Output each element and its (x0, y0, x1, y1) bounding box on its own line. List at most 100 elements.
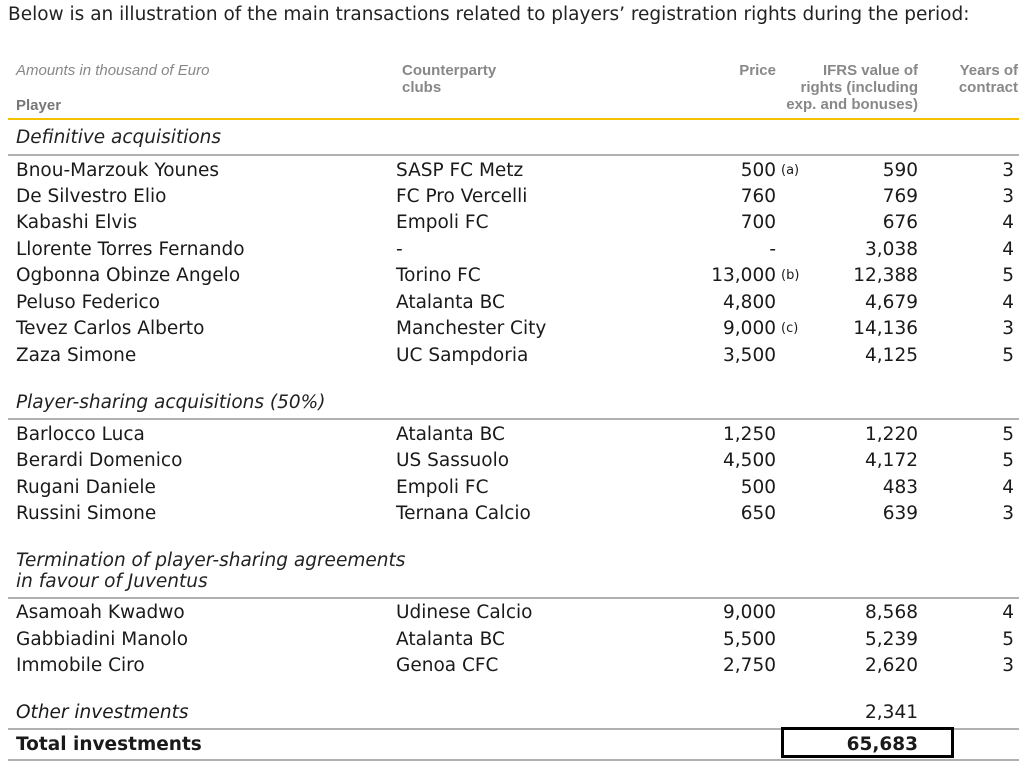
total-investments-label: Total investments (16, 734, 202, 755)
counterparty-club: - (396, 239, 403, 260)
price-value: 4,800 (723, 292, 776, 313)
counterparty-club: Empoli FC (396, 212, 489, 233)
ifrs-value: 8,568 (865, 602, 918, 623)
price-value: 9,000 (723, 318, 776, 339)
section-termination-line: in favour of Juventus (16, 571, 208, 592)
ifrs-value: 676 (882, 212, 918, 233)
counterparty-club: SASP FC Metz (396, 160, 524, 181)
contract-years: 5 (1002, 629, 1014, 650)
ifrs-value: 483 (882, 477, 918, 498)
counterparty-club: Empoli FC (396, 477, 489, 498)
counterparty-club: FC Pro Vercelli (396, 186, 528, 207)
counterparty-club: US Sassuolo (396, 450, 510, 471)
counterparty-club: Genoa CFC (396, 655, 499, 676)
player-name: Llorente Torres Fernando (16, 239, 245, 260)
section-divider (8, 418, 1019, 420)
contract-years: 5 (1002, 265, 1014, 286)
price-value: 500 (740, 160, 776, 181)
price-value: 4,500 (723, 450, 776, 471)
player-name: Barlocco Luca (16, 424, 145, 445)
player-name: Bnou-Marzouk Younes (16, 160, 220, 181)
ifrs-value: 769 (882, 186, 918, 207)
player-column-header: Player (16, 97, 62, 114)
other-investments-row: Other investments 2,341 (0, 700, 1024, 726)
other-investments-label: Other investments (16, 702, 189, 723)
contract-years: 5 (1002, 424, 1014, 445)
total-investments-row: Total investments 65,683 (0, 731, 1024, 759)
contract-years: 4 (1002, 477, 1014, 498)
years-header-line: contract (958, 79, 1018, 96)
section-divider (8, 154, 1019, 156)
counterparty-club: Ternana Calcio (396, 503, 531, 524)
price-value: 9,000 (723, 602, 776, 623)
ifrs-header-line: exp. and bonuses) (786, 96, 918, 113)
total-divider (8, 728, 1019, 730)
years-column-header: Years of contract (959, 62, 1018, 96)
counterparty-header-line: clubs (402, 79, 442, 96)
price-value: 760 (740, 186, 776, 207)
player-name: Immobile Ciro (16, 655, 145, 676)
total-investments-value: 65,683 (846, 734, 918, 755)
contract-years: 4 (1002, 239, 1014, 260)
header-divider (8, 118, 1019, 120)
ifrs-value: 4,125 (865, 345, 918, 366)
player-name: Tevez Carlos Alberto (16, 318, 205, 339)
price-note: (c) (781, 321, 799, 336)
price-value: 500 (740, 477, 776, 498)
table-row: Ogbonna Obinze Angelo Torino FC 13,000 (… (0, 263, 1024, 289)
contract-years: 4 (1002, 292, 1014, 313)
counterparty-club: Atalanta BC (396, 629, 505, 650)
ifrs-value: 4,679 (865, 292, 918, 313)
player-name: Russini Simone (16, 503, 157, 524)
amounts-caption: Amounts in thousand of Euro (16, 62, 210, 79)
table-row: Gabbiadini Manolo Atalanta BC 5,500 5,23… (0, 627, 1024, 653)
counterparty-club: UC Sampdoria (396, 345, 529, 366)
table-row: Immobile Ciro Genoa CFC 2,750 2,620 3 (0, 653, 1024, 679)
price-column-header: Price (739, 62, 776, 79)
counterparty-club: Torino FC (396, 265, 481, 286)
section-divider (8, 597, 1019, 599)
table-row: Llorente Torres Fernando - - 3,038 4 (0, 237, 1024, 263)
player-name: Gabbiadini Manolo (16, 629, 189, 650)
ifrs-column-header: IFRS value of rights (including exp. and… (786, 62, 918, 113)
player-name: Berardi Domenico (16, 450, 183, 471)
ifrs-value: 3,038 (865, 239, 918, 260)
player-name: Kabashi Elvis (16, 212, 138, 233)
counterparty-club: Udinese Calcio (396, 602, 533, 623)
ifrs-value: 4,172 (865, 450, 918, 471)
price-note: (a) (781, 163, 800, 178)
ifrs-value: 639 (882, 503, 918, 524)
player-name: Ogbonna Obinze Angelo (16, 265, 241, 286)
contract-years: 5 (1002, 345, 1014, 366)
table-row: Asamoah Kwadwo Udinese Calcio 9,000 8,56… (0, 600, 1024, 626)
price-value: 700 (740, 212, 776, 233)
section-termination-line: Termination of player-sharing agreements (16, 550, 406, 571)
price-value: 2,750 (723, 655, 776, 676)
section-definitive-acquisitions: Definitive acquisitions (16, 127, 222, 148)
other-investments-value: 2,341 (865, 702, 918, 723)
intro-text: Below is an illustration of the main tra… (8, 4, 970, 25)
counterparty-club: Atalanta BC (396, 292, 505, 313)
counterparty-column-header: Counterparty clubs (402, 62, 496, 96)
total-highlight-box (781, 727, 954, 758)
price-value: - (769, 239, 776, 260)
counterparty-club: Manchester City (396, 318, 547, 339)
counterparty-header-line: Counterparty (402, 62, 497, 79)
player-name: Zaza Simone (16, 345, 137, 366)
years-header-line: Years of (959, 62, 1018, 79)
price-note: (b) (781, 268, 800, 283)
ifrs-value: 1,220 (865, 424, 918, 445)
table-row: Barlocco Luca Atalanta BC 1,250 1,220 5 (0, 422, 1024, 448)
player-name: Asamoah Kwadwo (16, 602, 185, 623)
player-name: De Silvestro Elio (16, 186, 167, 207)
ifrs-value: 12,388 (853, 265, 918, 286)
table-row: Kabashi Elvis Empoli FC 700 676 4 (0, 210, 1024, 236)
player-name: Rugani Daniele (16, 477, 156, 498)
contract-years: 3 (1002, 503, 1014, 524)
table-row: Berardi Domenico US Sassuolo 4,500 4,172… (0, 448, 1024, 474)
table-row: Russini Simone Ternana Calcio 650 639 3 (0, 501, 1024, 527)
price-value: 5,500 (723, 629, 776, 650)
section-player-sharing: Player-sharing acquisitions (50%) (16, 392, 326, 413)
ifrs-value: 2,620 (865, 655, 918, 676)
section-termination: Termination of player-sharing agreements… (16, 550, 405, 592)
